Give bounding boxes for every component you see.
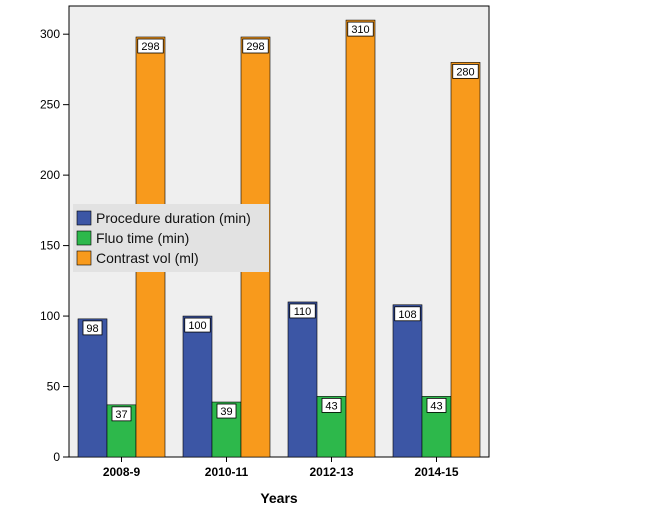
bar xyxy=(287,301,318,458)
data-label: 43 xyxy=(325,400,337,412)
data-label-box xyxy=(137,38,164,54)
bars: 98 37 298 100 39 298 110 43 310 108 43 280 xyxy=(77,19,481,458)
data-label-box xyxy=(216,403,237,419)
legend-label: Procedure duration (min) xyxy=(96,210,251,226)
data-label-box xyxy=(289,303,316,319)
data-label: 298 xyxy=(246,41,264,53)
x-axis: 2008-9 2010-11 2012-13 2014-15 xyxy=(103,457,459,479)
y-tick-label: 150 xyxy=(40,239,60,253)
data-label: 39 xyxy=(220,406,232,418)
data-label-box xyxy=(184,317,211,333)
legend-swatch xyxy=(76,250,92,266)
data-label: 100 xyxy=(188,320,206,332)
y-tick-label: 300 xyxy=(40,27,60,41)
legend-label: Fluo time (min) xyxy=(96,230,189,246)
y-axis: 0 50 100 150 200 250 300 xyxy=(40,27,69,464)
data-label-box xyxy=(394,306,421,322)
data-label-box xyxy=(242,38,269,54)
bar xyxy=(77,318,108,458)
data-label: 108 xyxy=(398,309,416,321)
data-label: 110 xyxy=(294,306,312,318)
x-tick-label: 2014-15 xyxy=(414,465,458,479)
data-label: 280 xyxy=(456,66,474,78)
data-label-box xyxy=(82,320,103,336)
y-tick-label: 250 xyxy=(40,98,60,112)
data-label-box xyxy=(111,406,132,422)
data-label-box xyxy=(347,21,374,37)
legend-label: Contrast vol (ml) xyxy=(96,250,199,266)
bar xyxy=(182,315,213,458)
data-label: 98 xyxy=(86,323,98,335)
legend-box xyxy=(73,204,269,272)
bar xyxy=(345,19,376,458)
data-label-box xyxy=(321,397,342,413)
x-axis-title: Years xyxy=(260,490,298,506)
data-label: 298 xyxy=(141,41,159,53)
data-label: 37 xyxy=(115,409,127,421)
data-label-box xyxy=(452,63,479,79)
legend: Procedure duration (min) Fluo time (min) C… xyxy=(73,204,269,272)
x-tick-label: 2008-9 xyxy=(103,465,141,479)
x-tick-label: 2010-11 xyxy=(205,465,249,479)
bar xyxy=(450,62,481,458)
legend-swatch xyxy=(76,230,92,246)
data-label: 310 xyxy=(351,24,369,36)
y-tick-label: 100 xyxy=(40,309,60,323)
legend-swatch xyxy=(76,210,92,226)
y-tick-label: 0 xyxy=(53,450,60,464)
y-tick-label: 200 xyxy=(40,168,60,182)
x-tick-label: 2012-13 xyxy=(309,465,353,479)
bar xyxy=(392,304,423,458)
y-tick-label: 50 xyxy=(47,380,61,394)
data-label-box xyxy=(426,397,447,413)
data-label: 43 xyxy=(430,400,442,412)
